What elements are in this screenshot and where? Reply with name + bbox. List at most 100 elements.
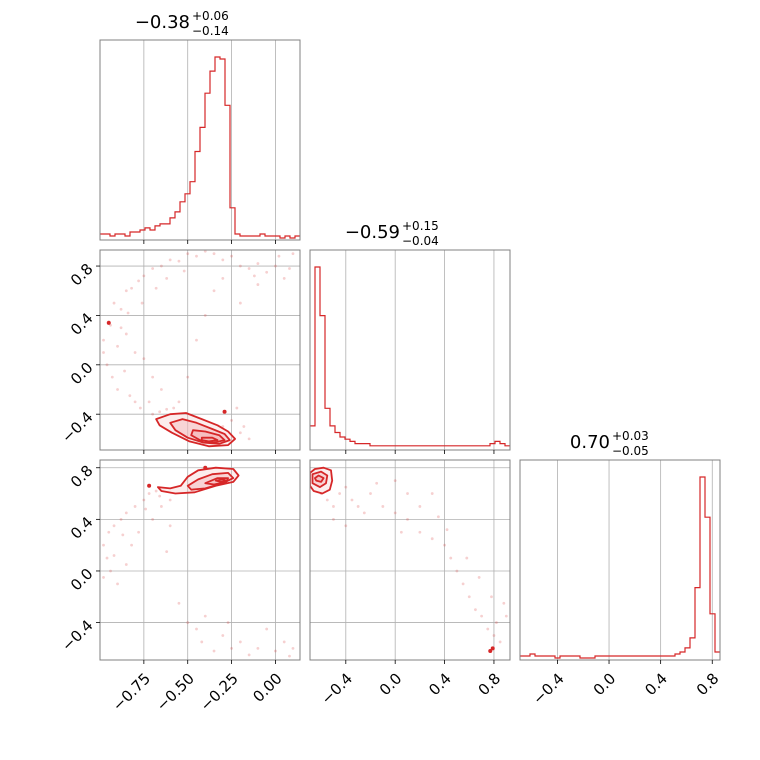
scatter-point <box>274 264 277 268</box>
contour-blob <box>222 409 227 414</box>
scatter-point <box>112 301 116 305</box>
scatter-point <box>230 254 233 258</box>
scatter-point <box>158 494 162 498</box>
title-value: −0.59 <box>345 222 400 243</box>
scatter-point <box>160 505 163 508</box>
scatter-point <box>418 505 422 508</box>
scatter-point <box>247 653 251 657</box>
scatter-point <box>495 621 498 624</box>
scatter-point <box>105 556 109 560</box>
scatter-point <box>256 283 260 286</box>
scatter-point <box>105 363 109 367</box>
scatter-point <box>490 595 493 599</box>
y-tick-label: 0.0 <box>67 565 97 595</box>
title-minus: −0.05 <box>612 444 649 458</box>
scatter-point <box>126 311 130 315</box>
scatter-point <box>142 274 146 278</box>
scatter-point <box>212 649 216 653</box>
scatter-point <box>186 621 190 624</box>
title-plus: +0.03 <box>612 429 649 443</box>
scatter-point <box>221 258 225 262</box>
panel-title-2: −0.59 +0.15−0.04 <box>345 219 439 248</box>
scatter-point <box>265 627 269 631</box>
y-tick-label: 0.4 <box>67 513 97 543</box>
x-tick-label: 0.8 <box>693 670 723 700</box>
contour-blob <box>106 320 111 325</box>
scatter-point <box>154 489 158 493</box>
x-tick-label: 0.8 <box>475 670 505 700</box>
scatter-point <box>436 515 440 519</box>
scatter-point <box>200 640 204 644</box>
scatter-point <box>474 608 477 612</box>
scatter-point <box>282 640 286 644</box>
scatter-point <box>430 537 434 541</box>
scatter-point <box>102 543 105 547</box>
scatter-point <box>130 286 133 290</box>
scatter-point <box>195 254 198 258</box>
scatter-point <box>288 654 291 658</box>
scatter-point <box>133 351 137 354</box>
x-tick-label: −0.25 <box>197 670 242 715</box>
scatter-point <box>142 498 146 502</box>
contour-blob <box>147 483 152 488</box>
contour-blob <box>490 646 495 651</box>
scatter-point <box>362 511 366 515</box>
scatter-point <box>144 507 148 511</box>
title-value: 0.70 <box>570 432 610 453</box>
scatter-point <box>102 576 105 579</box>
panel-frame <box>519 459 721 661</box>
scatter-point <box>172 406 176 410</box>
scatter-point <box>238 264 242 268</box>
scatter-point <box>238 301 242 305</box>
scatter-point <box>477 576 481 579</box>
scatter-point <box>277 254 281 258</box>
scatter-point <box>375 481 379 485</box>
scatter-point <box>109 569 112 573</box>
scatter-point <box>443 543 446 547</box>
scatter-point <box>177 400 181 404</box>
scatter-point <box>502 601 506 605</box>
scatter-point <box>203 614 207 618</box>
title-minus: −0.04 <box>402 234 439 248</box>
x-tick-label: −0.4 <box>529 670 567 708</box>
y-tick-label: 0.8 <box>67 260 97 290</box>
scatter-point <box>350 498 354 502</box>
scatter-point <box>203 314 207 317</box>
y-tick-label: 0.8 <box>67 462 97 492</box>
scatter-point <box>124 563 128 566</box>
scatter-point <box>238 431 242 435</box>
scatter-point <box>112 524 116 528</box>
panel-title-3: 0.70 +0.03−0.05 <box>570 429 649 458</box>
scatter-point <box>226 621 230 624</box>
scatter-point <box>151 517 155 521</box>
scatter-point <box>449 556 453 560</box>
scatter-point <box>186 375 190 379</box>
scatter-point <box>406 517 409 521</box>
scatter-point <box>147 400 151 404</box>
scatter-point <box>369 492 372 495</box>
scatter-point <box>356 505 360 508</box>
scatter-point <box>137 279 140 283</box>
scatter-point <box>344 524 348 528</box>
scatter-point <box>393 511 397 515</box>
scatter-point <box>467 595 471 599</box>
scatter-point <box>119 307 123 311</box>
scatter-point <box>332 517 335 521</box>
scatter-point <box>291 646 295 650</box>
title-minus: −0.14 <box>192 24 229 38</box>
contour-level <box>214 478 228 483</box>
scatter-point <box>256 646 260 650</box>
scatter-point <box>418 530 422 534</box>
scatter-point <box>498 640 502 644</box>
scatter-point <box>238 640 242 644</box>
scatter-point <box>480 614 484 618</box>
scatter-point <box>137 530 140 534</box>
scatter-point <box>393 479 397 483</box>
x-tick-label: −0.4 <box>318 670 356 708</box>
scatter-point <box>274 649 277 653</box>
scatter-point <box>212 289 216 293</box>
title-plus: +0.06 <box>192 9 229 23</box>
scatter-point <box>195 627 198 631</box>
scatter-point <box>116 388 119 391</box>
scatter-point <box>430 492 434 495</box>
